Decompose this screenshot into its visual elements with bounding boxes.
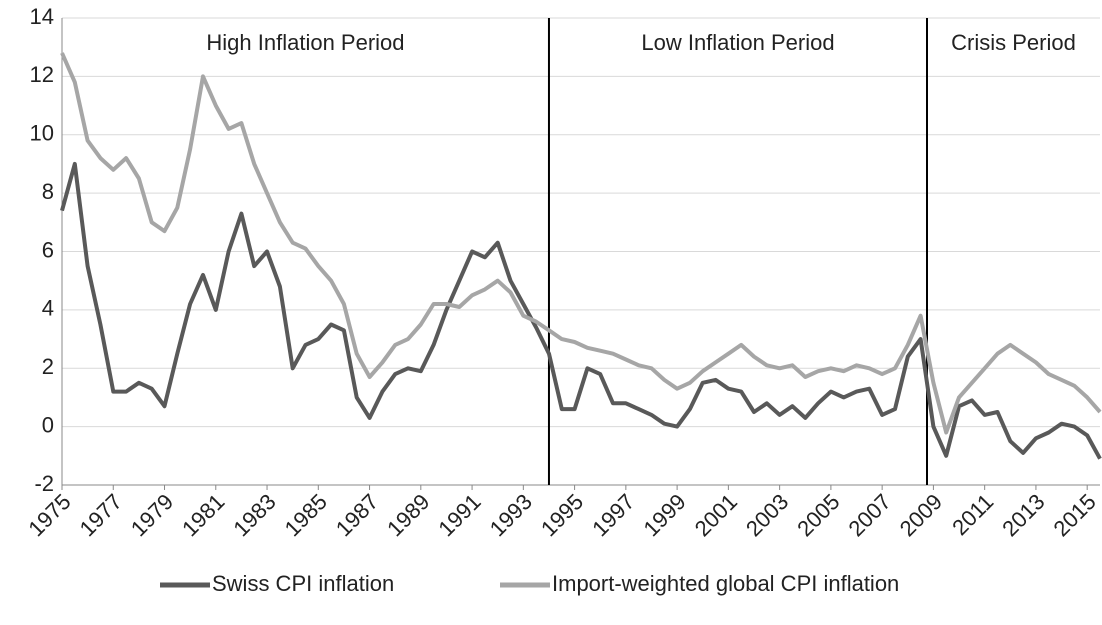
y-tick-label: 14 [30, 4, 54, 29]
y-tick-label: 0 [42, 412, 54, 437]
y-tick-label: 12 [30, 62, 54, 87]
x-tick-label: 2003 [741, 489, 793, 541]
x-tick-label: 1993 [485, 489, 537, 541]
x-tick-label: 1989 [382, 489, 434, 541]
x-tick-label: 2007 [844, 489, 896, 541]
x-tick-label: 2015 [1049, 489, 1101, 541]
x-tick-label: 1975 [23, 489, 75, 541]
x-tick-label: 2013 [997, 489, 1049, 541]
legend-label: Import-weighted global CPI inflation [552, 571, 899, 596]
x-tick-label: 1977 [75, 489, 127, 541]
x-tick-label: 2009 [895, 489, 947, 541]
y-tick-label: 6 [42, 237, 54, 262]
x-tick-label: 1997 [587, 489, 639, 541]
x-tick-label: 1981 [177, 489, 229, 541]
y-tick-label: -2 [34, 471, 54, 496]
period-label: High Inflation Period [206, 30, 404, 55]
x-tick-label: 2001 [690, 489, 742, 541]
period-label: Crisis Period [951, 30, 1076, 55]
series-line [60, 161, 1102, 460]
x-tick-label: 2011 [947, 489, 998, 540]
y-tick-label: 4 [42, 296, 54, 321]
x-tick-label: 1983 [228, 489, 280, 541]
x-tick-label: 1987 [331, 489, 383, 541]
x-tick-label: 1979 [126, 489, 178, 541]
y-tick-label: 8 [42, 179, 54, 204]
x-tick-label: 1991 [433, 489, 485, 541]
series-line [60, 52, 1102, 435]
x-tick-label: 1999 [638, 489, 690, 541]
x-tick-label: 2005 [792, 489, 844, 541]
y-tick-label: 2 [42, 354, 54, 379]
period-label: Low Inflation Period [641, 30, 834, 55]
x-tick-label: 1985 [280, 489, 332, 541]
y-tick-label: 10 [30, 121, 54, 146]
legend-label: Swiss CPI inflation [212, 571, 394, 596]
x-tick-label: 1995 [536, 489, 588, 541]
